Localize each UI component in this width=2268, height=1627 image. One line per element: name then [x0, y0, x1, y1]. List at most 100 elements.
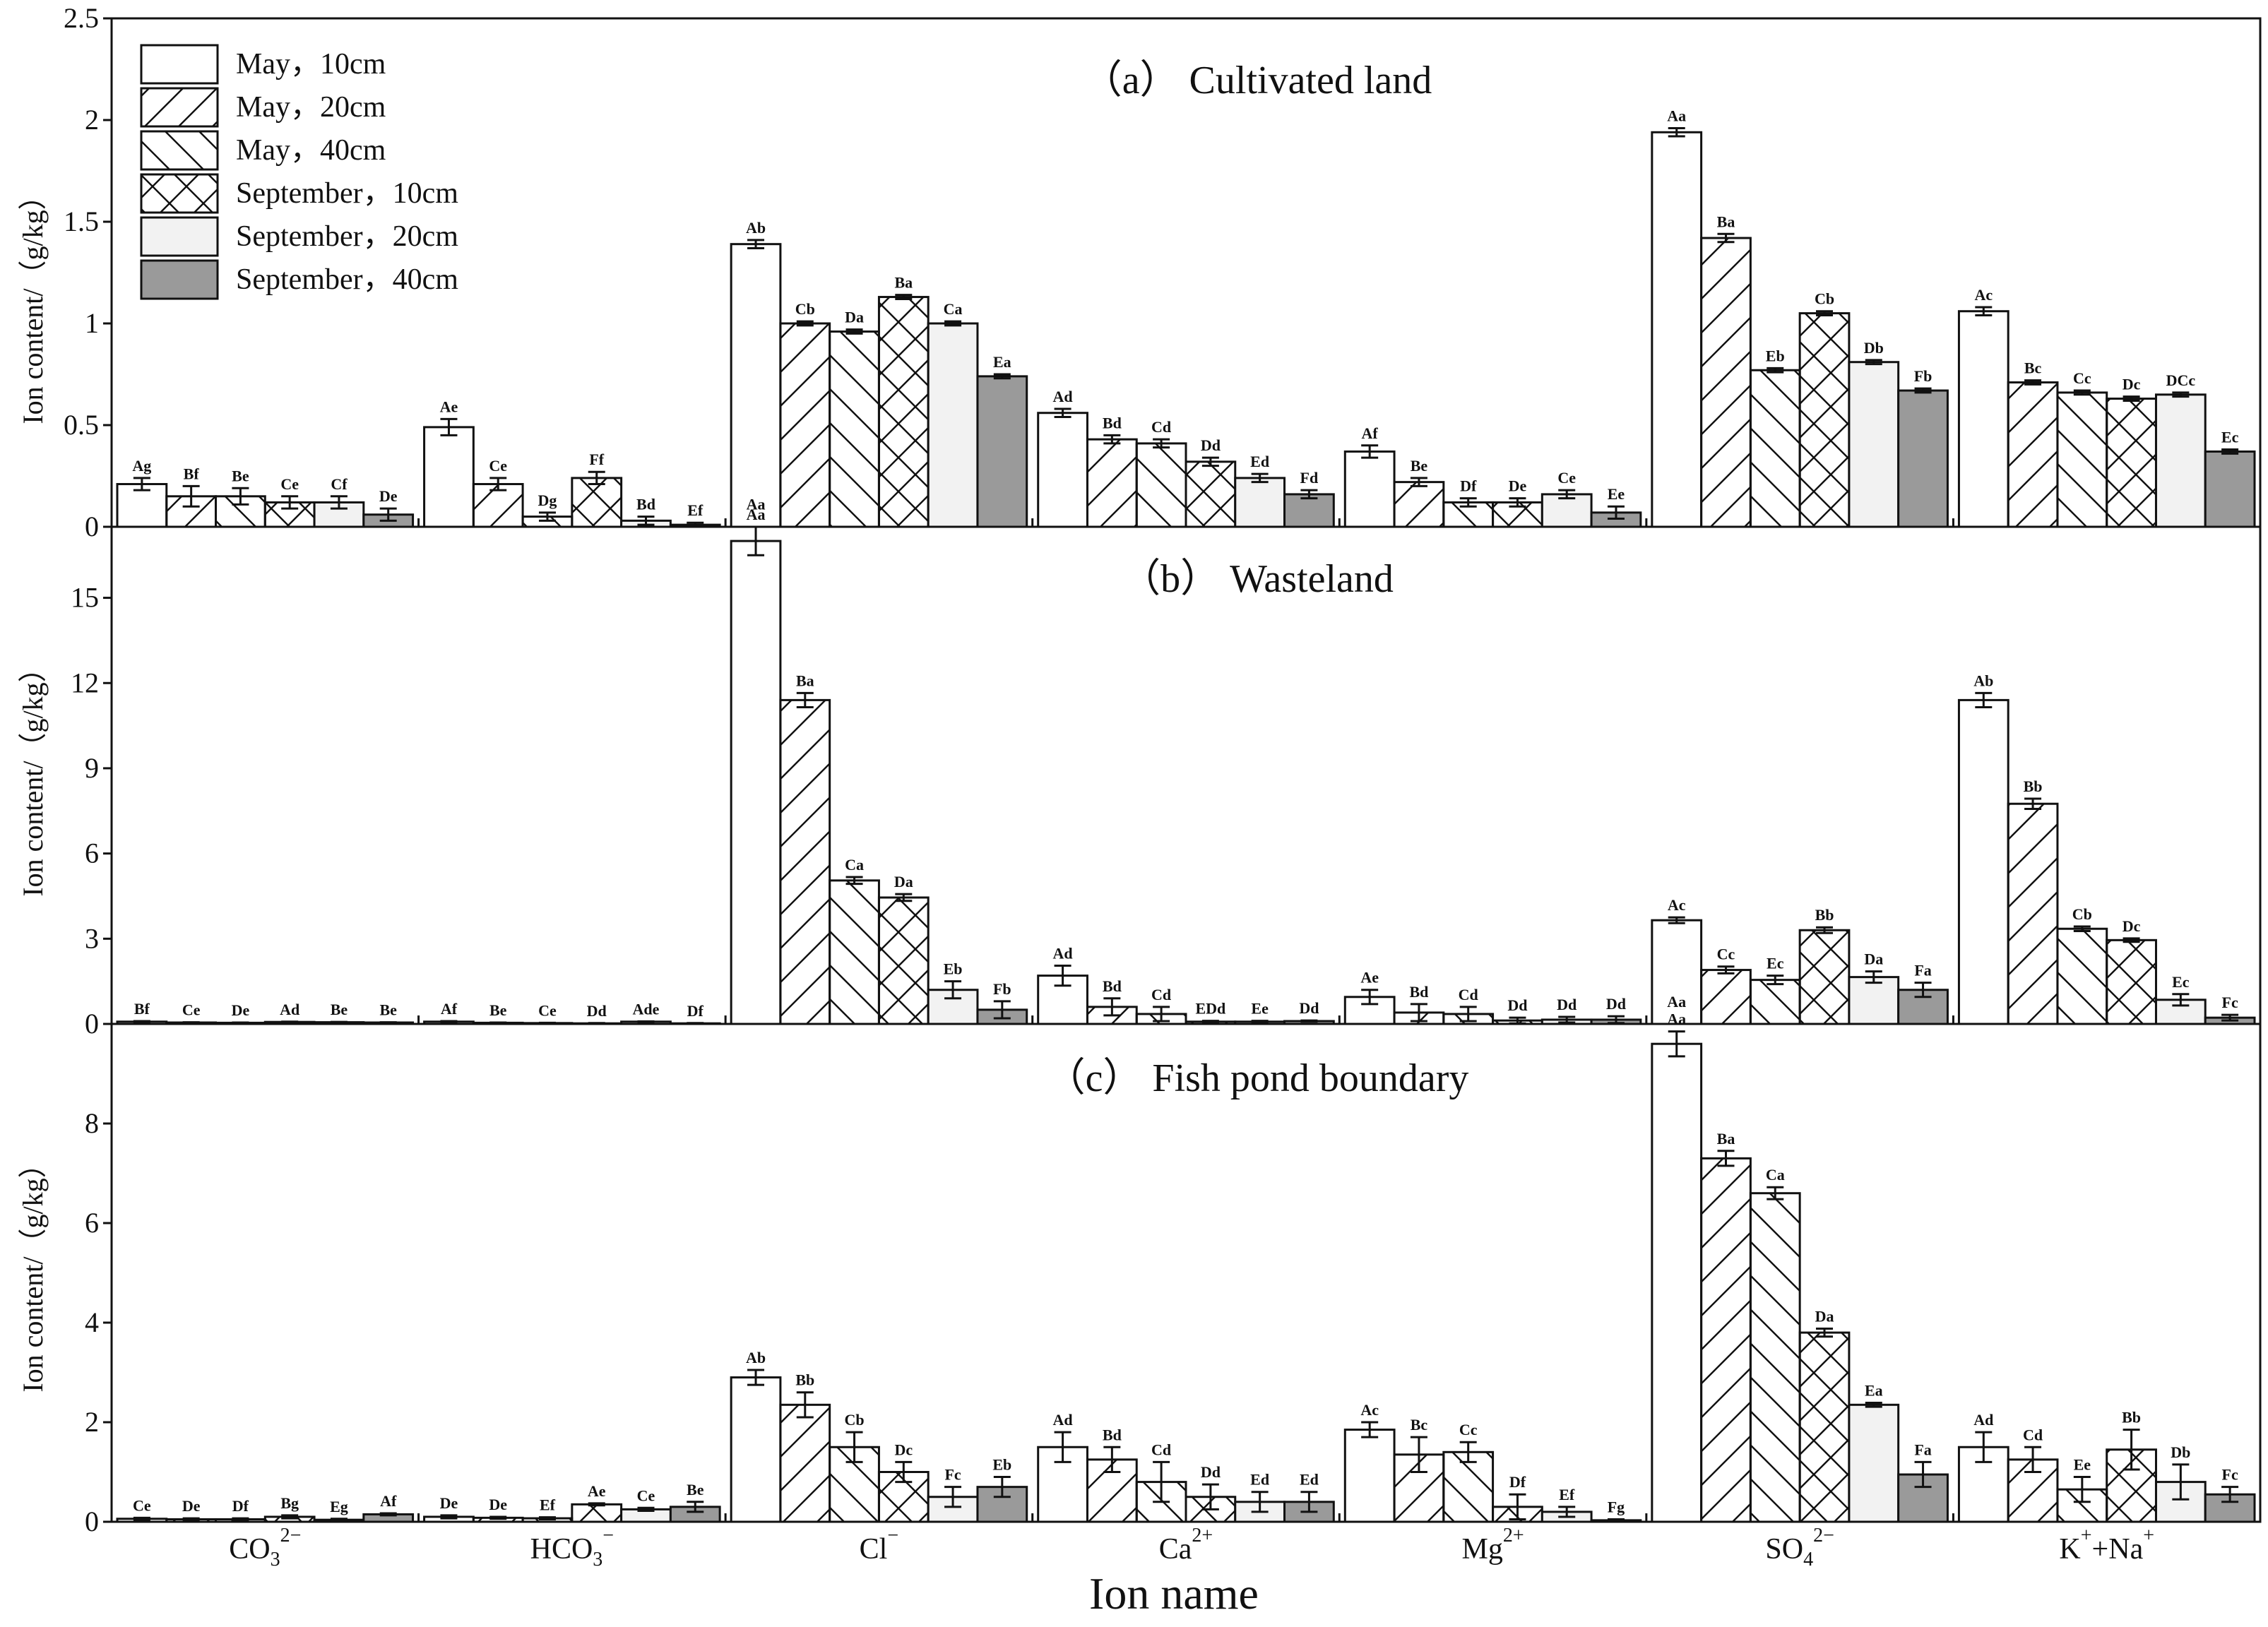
significance-label: EDd [1195, 1000, 1225, 1018]
significance-label: Ed [1300, 1471, 1319, 1489]
x-tick-label: CO32− [229, 1525, 301, 1571]
significance-label: Aa [747, 506, 766, 523]
significance-label: Bf [134, 1000, 150, 1018]
error-bar [1410, 1003, 1427, 1023]
significance-label: Bf [184, 465, 200, 482]
significance-label: Cd [1151, 986, 1171, 1003]
significance-label: Ed [1250, 453, 1269, 470]
significance-label: Ba [796, 672, 814, 689]
x-tick-label: HCO3− [530, 1525, 614, 1571]
significance-label: Dd [1299, 999, 1319, 1017]
bar [423, 426, 475, 528]
error-bar [637, 515, 655, 526]
error-bar [1558, 1506, 1576, 1518]
error-bar [232, 487, 249, 506]
y-tick-label: 12 [71, 667, 99, 698]
bar [1749, 369, 1801, 528]
bar [2007, 381, 2059, 528]
error-bar [1361, 989, 1379, 1006]
bar [829, 879, 880, 1025]
legend-label: May，10cm [236, 48, 386, 81]
error-bar [1201, 1483, 1219, 1510]
significance-label: Cc [2073, 369, 2091, 387]
bar [1651, 131, 1703, 528]
bar [1185, 460, 1237, 528]
error-bar [588, 1502, 605, 1507]
error-bar [1054, 407, 1071, 418]
significance-label: Bd [636, 496, 655, 513]
x-axis-label: Ion name [1089, 1568, 1259, 1619]
bar [1749, 1192, 1801, 1523]
significance-label: Ea [1865, 1382, 1883, 1400]
significance-label: Ad [1053, 1411, 1073, 1429]
bar [779, 322, 831, 528]
error-bar [1361, 444, 1379, 459]
error-bar [796, 320, 814, 327]
significance-label: Dg [538, 491, 557, 509]
error-bar [1410, 1436, 1427, 1473]
significance-label: Fc [2222, 1466, 2238, 1484]
significance-label: Af [380, 1492, 397, 1510]
significance-label: Ad [1973, 1411, 1993, 1429]
error-bar [182, 1517, 200, 1522]
error-bar [993, 373, 1011, 380]
bar [1343, 450, 1396, 528]
bar [1749, 979, 1801, 1025]
error-bar [1153, 1460, 1170, 1503]
significance-label: Ade [633, 1000, 660, 1018]
error-bar [1251, 1491, 1269, 1513]
bar [1651, 1042, 1703, 1523]
error-bar [1558, 1015, 1576, 1024]
significance-label: Bd [1409, 983, 1428, 1001]
bar [1037, 412, 1088, 528]
y-tick-label: 0.5 [64, 409, 99, 441]
significance-label: Ea [993, 353, 1011, 371]
significance-label: Eb [992, 1456, 1011, 1474]
bar [2204, 450, 2256, 528]
error-bar [1865, 1402, 1882, 1408]
significance-label: Cc [1717, 946, 1735, 963]
significance-label: De [1509, 477, 1527, 495]
significance-label: Cd [1459, 986, 1478, 1003]
bar [571, 1503, 623, 1523]
bar [730, 1376, 782, 1523]
error-bar [1410, 477, 1427, 487]
significance-label: De [489, 1496, 507, 1513]
significance-label: Ec [2172, 973, 2190, 991]
error-bar [2122, 937, 2140, 943]
error-bar [1251, 1020, 1269, 1024]
error-bar [2221, 1013, 2239, 1022]
bar [1848, 361, 1900, 528]
significance-label: De [182, 1497, 201, 1515]
error-bar [1668, 916, 1685, 924]
legend-swatch [140, 259, 219, 300]
significance-label: Ac [1360, 1401, 1379, 1419]
bar [1798, 929, 1851, 1025]
significance-label: Be [1411, 457, 1428, 475]
error-bar [232, 1517, 249, 1522]
error-bar [2172, 1463, 2190, 1501]
x-tick-label: K++Na+ [2059, 1525, 2154, 1566]
significance-label: Ce [280, 475, 299, 493]
error-bar [1103, 1446, 1121, 1473]
bar [1897, 389, 1949, 528]
legend-label: September，40cm [236, 263, 458, 296]
bar [1848, 976, 1900, 1025]
significance-label: Ff [589, 451, 604, 468]
error-bar [2073, 925, 2091, 932]
error-bar [637, 1506, 655, 1512]
error-bar [379, 507, 397, 522]
error-bar [747, 1369, 765, 1386]
error-bar [845, 876, 863, 886]
significance-label: Bb [2024, 777, 2043, 795]
significance-label: Ce [1557, 469, 1576, 487]
significance-label: Fa [1914, 962, 1931, 979]
y-tick-label: 0 [85, 511, 99, 542]
error-bar [1767, 1186, 1784, 1200]
bar [1283, 493, 1335, 528]
error-bar [1153, 1006, 1170, 1023]
legend-label: May，20cm [236, 91, 386, 124]
error-bar [1054, 965, 1071, 987]
significance-label: Dd [587, 1002, 607, 1020]
